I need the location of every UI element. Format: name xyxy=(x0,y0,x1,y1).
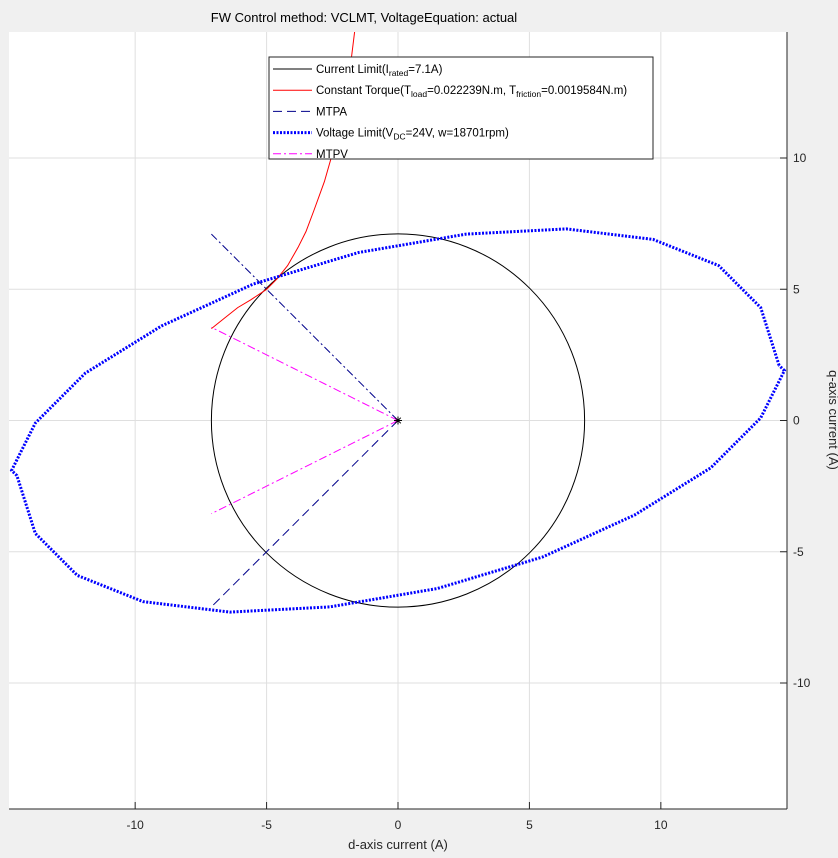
series-ellipse-4 xyxy=(9,227,787,614)
x-axis-label: d-axis current (A) xyxy=(348,837,448,852)
y-tick-label: 5 xyxy=(793,282,800,296)
x-tick-label: 5 xyxy=(526,818,533,832)
legend-box xyxy=(268,56,654,160)
axes: -10 -5 0 5 10 -10 -5 0 5 10 xyxy=(9,32,811,832)
y-tick-label: -10 xyxy=(793,676,811,690)
series-line-2 xyxy=(211,233,399,421)
y-tick-label: 10 xyxy=(793,151,807,165)
series-layer xyxy=(9,32,787,614)
series-line-3 xyxy=(211,420,399,608)
y-axis-label: q-axis current (A) xyxy=(826,370,838,470)
legend-entry-1: Constant Torque(Tload=0.022239N.m, Tfric… xyxy=(316,85,627,99)
chart-title: FW Control method: VCLMT, VoltageEquatio… xyxy=(211,10,517,25)
series-line-6 xyxy=(211,420,399,515)
legend-entry-2: MTPA xyxy=(316,106,347,118)
x-tick-label: -5 xyxy=(261,818,272,832)
x-tick-label: -10 xyxy=(126,818,144,832)
legend-entry-4: MTPV xyxy=(316,149,348,161)
legend-entry-3: Voltage Limit(VDC=24V, w=18701rpm) xyxy=(316,128,509,142)
y-tick-label: -5 xyxy=(793,545,804,559)
x-tick-label: 0 xyxy=(395,818,402,832)
y-tick-label: 0 xyxy=(793,414,800,428)
legend-entry-0: Current Limit(Irated=7.1A) xyxy=(316,64,443,78)
x-tick-label: 10 xyxy=(654,818,668,832)
legend: Current Limit(Irated=7.1A) Constant Torqu… xyxy=(268,56,654,161)
series-line-5 xyxy=(211,326,399,421)
origin-star-marker xyxy=(394,416,402,425)
series-circle-0 xyxy=(210,233,586,608)
